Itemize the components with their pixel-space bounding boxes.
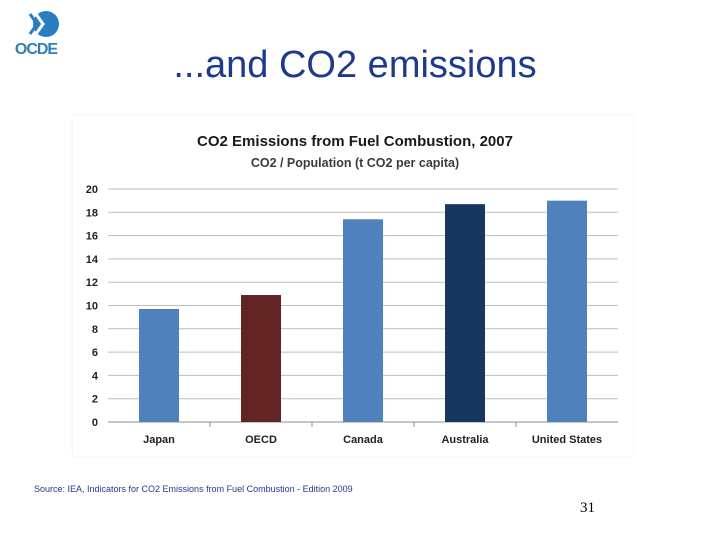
x-tick-label: Australia	[441, 434, 489, 446]
oecd-logo-icon	[28, 11, 59, 37]
bar-canada	[343, 219, 383, 422]
chart-title: CO2 Emissions from Fuel Combustion, 2007	[197, 133, 513, 150]
y-tick-label: 20	[86, 184, 98, 196]
oecd-logo: OCDE	[6, 8, 59, 60]
bars	[139, 200, 587, 422]
y-tick-label: 0	[92, 417, 98, 429]
y-tick-label: 12	[86, 277, 98, 289]
slide-title: ...and CO2 emissions	[173, 44, 537, 86]
bar-united-states	[547, 200, 587, 422]
axes: 0 2 4 6 8 10 12 14 16 18 20 Japan OECD Canada Australi…	[86, 184, 602, 446]
y-tick-label: 14	[86, 254, 99, 266]
chart-subtitle: CO2 / Population (t CO2 per capita)	[251, 156, 459, 170]
y-tick-label: 8	[92, 324, 98, 336]
bar-australia	[445, 204, 485, 422]
x-tick-label: Canada	[343, 434, 384, 446]
bar-japan	[139, 308, 179, 422]
chart-container: CO2 Emissions from Fuel Combustion, 2007…	[73, 116, 633, 456]
bar-oecd	[241, 295, 281, 422]
y-tick-label: 4	[92, 370, 99, 382]
source-note: Source: IEA, Indicators for CO2 Emission…	[34, 484, 353, 494]
y-tick-label: 6	[92, 347, 98, 359]
y-tick-label: 10	[86, 301, 98, 313]
bar-chart: CO2 Emissions from Fuel Combustion, 2007…	[86, 133, 618, 446]
page-number: 31	[580, 500, 595, 516]
y-tick-label: 2	[92, 394, 98, 406]
x-tick-label: United States	[532, 434, 602, 446]
x-tick-label: Japan	[143, 434, 175, 446]
y-tick-label: 18	[86, 207, 98, 219]
y-tick-label: 16	[86, 231, 98, 243]
oecd-logo-text: OCDE	[14, 41, 58, 58]
x-tick-label: OECD	[245, 434, 277, 446]
